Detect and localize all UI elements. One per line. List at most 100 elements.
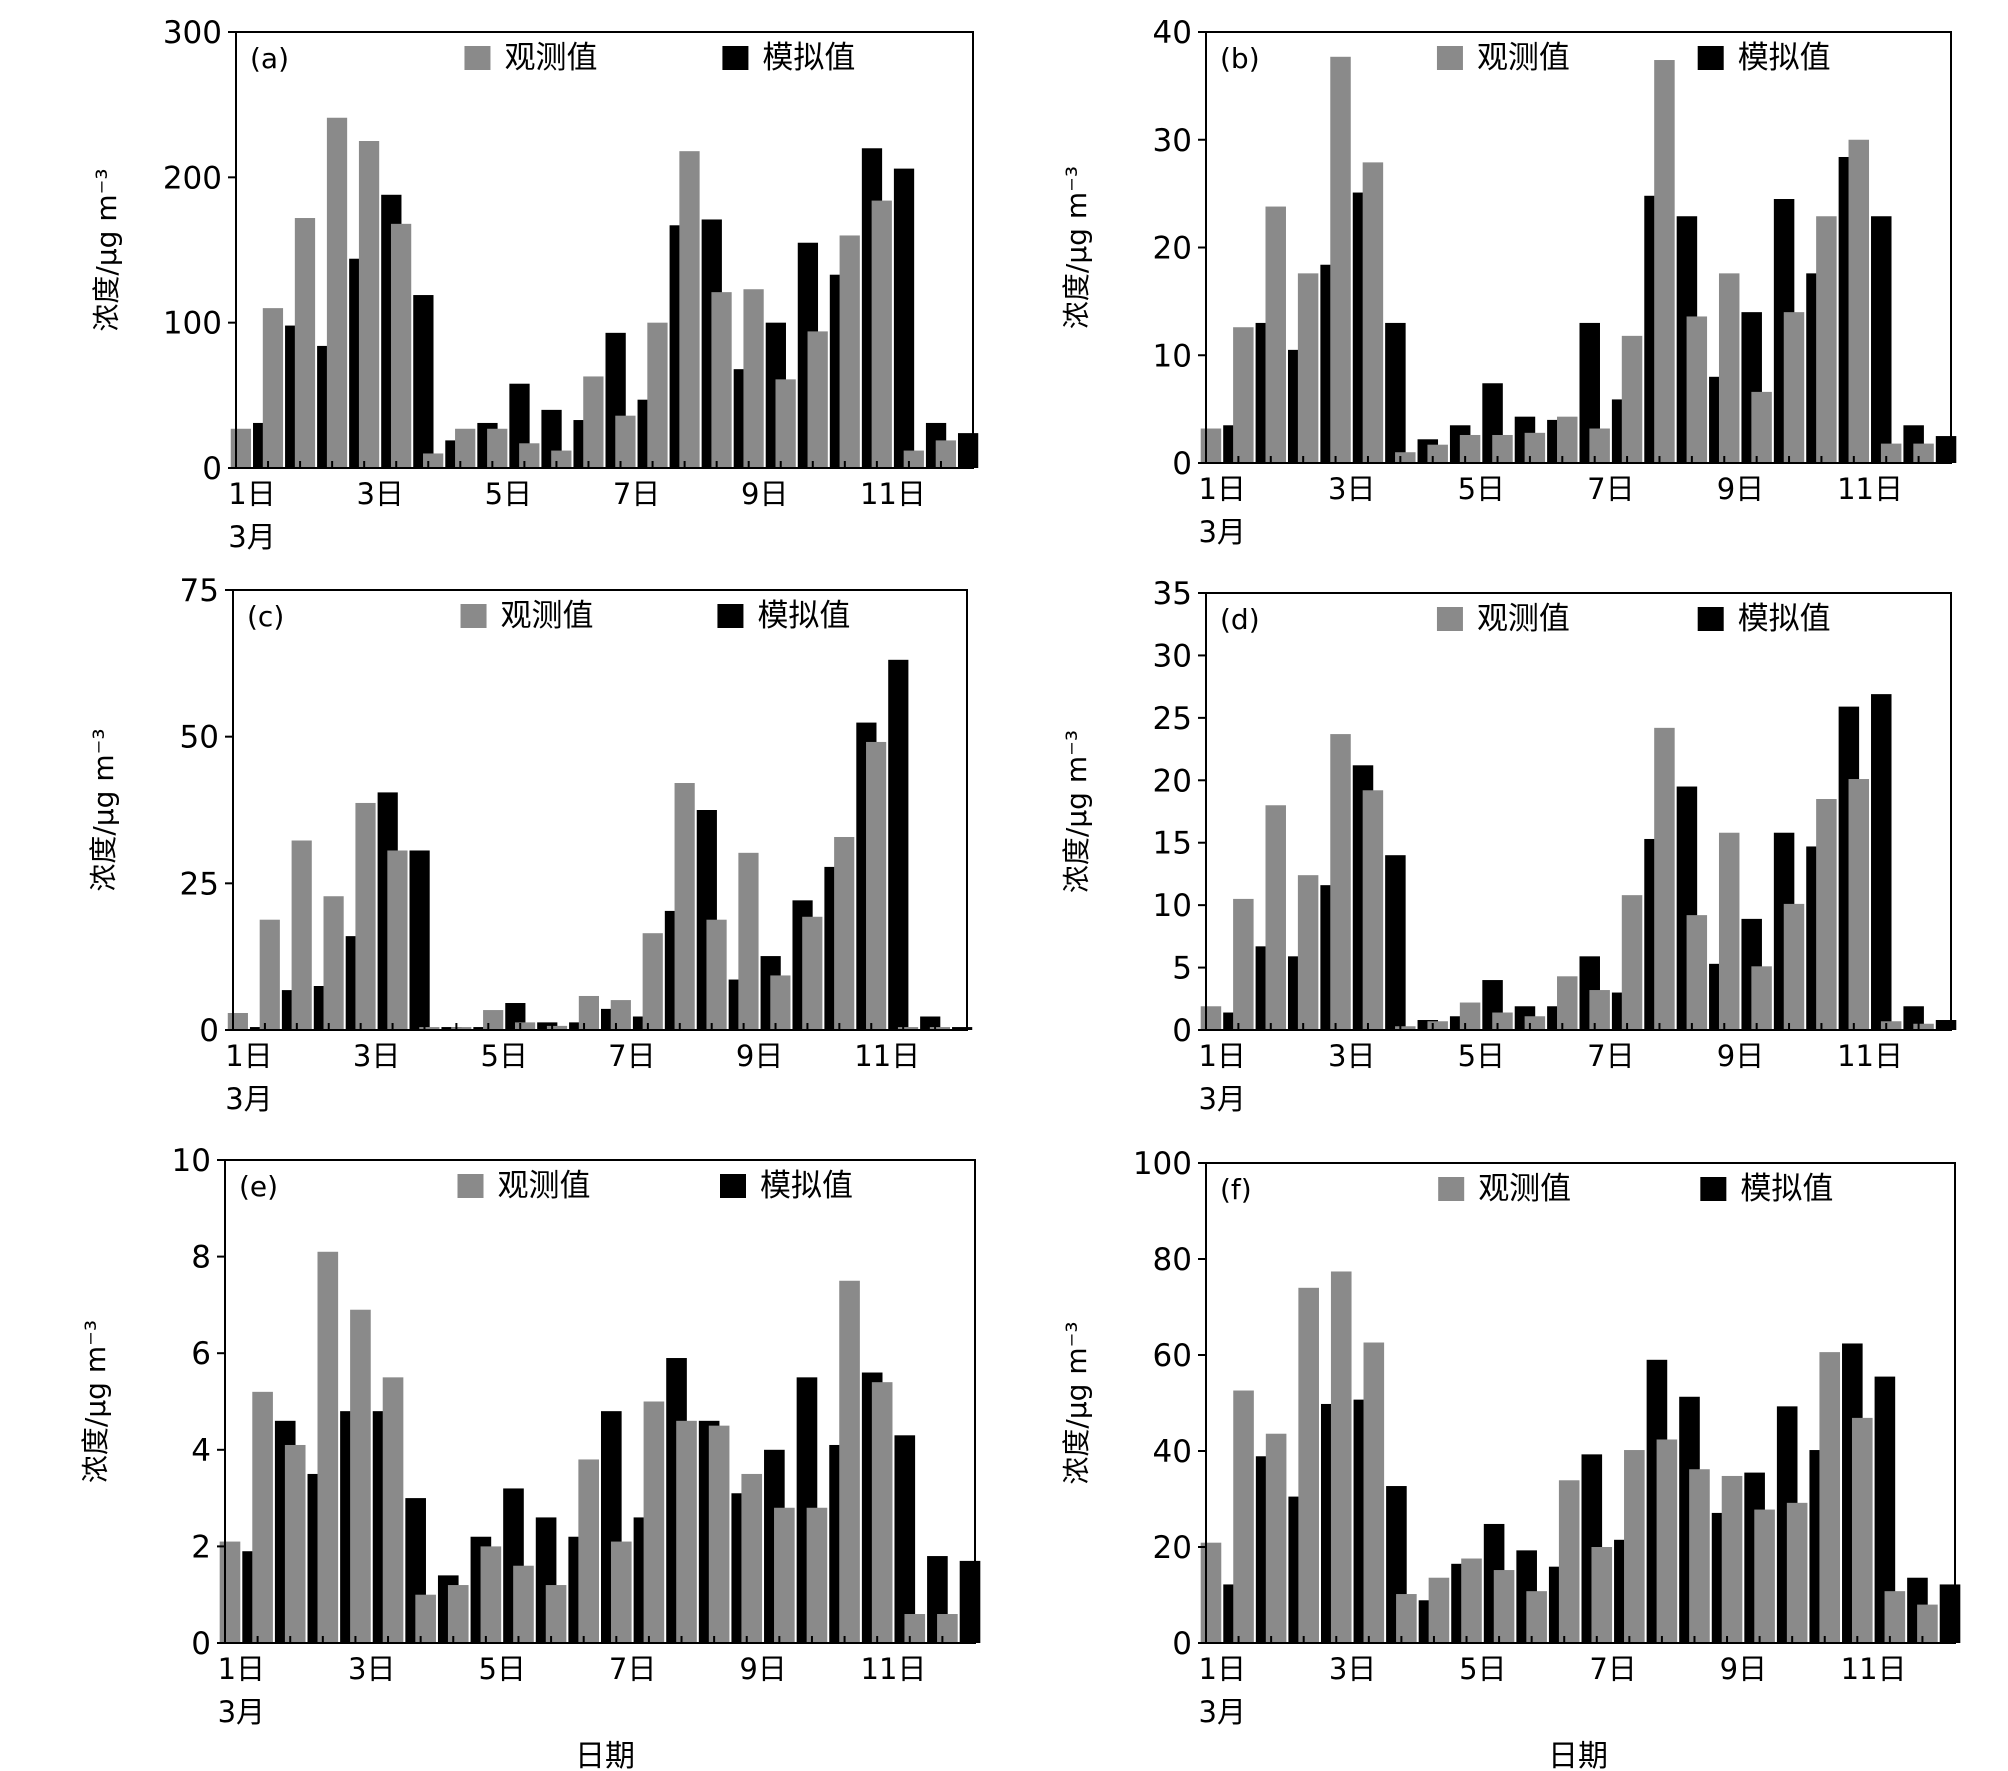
bar-simulated [957, 433, 979, 468]
legend-swatch-simulated [1697, 46, 1724, 70]
bar-observed [1461, 1558, 1482, 1643]
legend-swatch-observed [464, 46, 491, 70]
panel-label: (c) [247, 600, 284, 633]
y-axis-title: 浓度/μg m⁻³ [1060, 166, 1093, 329]
bar-simulated [413, 295, 434, 468]
bar-observed [423, 453, 444, 468]
bar-observed [610, 1541, 632, 1643]
legend-label-observed: 观测值 [1478, 1171, 1571, 1207]
legend-label-simulated: 模拟值 [1740, 1171, 1833, 1207]
bar-observed [1851, 1417, 1873, 1643]
bar-observed [1233, 898, 1254, 1030]
x-tick-label: 7日 [613, 477, 660, 511]
x-tick-label: 7日 [1589, 1652, 1636, 1686]
bar-observed [323, 896, 344, 1030]
x-tick-label: 11日 [860, 477, 926, 511]
x-tick-label: 1日 [218, 1652, 265, 1686]
bar-observed [935, 440, 956, 468]
y-tick-label: 20 [1153, 763, 1192, 799]
bar-observed [1200, 428, 1222, 463]
x-tick-label: 5日 [485, 477, 532, 511]
bar-observed [1884, 1591, 1906, 1643]
plot-frame [1205, 1162, 1956, 1644]
x-tick-label: 5日 [478, 1652, 525, 1686]
y-tick-label: 20 [1153, 231, 1192, 267]
y-tick-label: 0 [1172, 446, 1192, 482]
bar-simulated [1935, 436, 1957, 463]
bar-observed [1754, 1509, 1775, 1643]
y-tick-label: 200 [163, 160, 222, 196]
legend-swatch-observed [1438, 1177, 1465, 1201]
y-tick-label: 30 [1153, 638, 1192, 674]
bar-observed [1848, 779, 1870, 1030]
bar-simulated [893, 168, 915, 468]
bar-observed [230, 428, 252, 468]
bar-observed [1362, 162, 1384, 463]
x-tick-label: 5日 [1458, 1039, 1505, 1073]
bar-observed [1589, 990, 1610, 1030]
x-tick-label: 7日 [609, 1652, 656, 1686]
bar-observed [937, 1614, 958, 1643]
y-tick-label: 40 [1153, 1434, 1192, 1470]
x-tick-label: 3日 [356, 477, 403, 511]
bar-observed [1558, 1480, 1580, 1643]
bar-observed [1591, 1547, 1613, 1643]
legend-swatch-observed [1436, 46, 1463, 70]
bar-observed [1330, 1271, 1352, 1643]
x-tick-label: 7日 [608, 1039, 655, 1073]
bar-observed [583, 376, 604, 468]
x-tick-label: 3日 [348, 1652, 395, 1686]
bar-observed [1686, 915, 1708, 1030]
bar-observed [839, 1280, 860, 1643]
x-tick-label: 3日 [353, 1039, 400, 1073]
bar-observed [1751, 966, 1772, 1030]
bar-simulated [1935, 1020, 1957, 1030]
y-tick-label: 300 [163, 15, 222, 51]
bar-observed [350, 1309, 371, 1643]
month-label: 3月 [218, 1695, 265, 1729]
panel-label: (d) [1220, 603, 1260, 636]
month-label: 3月 [225, 1082, 272, 1116]
bar-observed [390, 223, 412, 468]
bar-observed [1330, 56, 1351, 463]
bar-observed [1557, 416, 1578, 463]
y-tick-label: 0 [199, 1013, 219, 1049]
bar-observed [1621, 895, 1643, 1030]
x-tick-label: 11日 [1837, 1039, 1903, 1073]
bar-observed [643, 1401, 665, 1643]
bar-observed [1786, 1502, 1808, 1643]
x-tick-label: 11日 [861, 1652, 927, 1686]
bar-observed [1621, 335, 1643, 463]
bar-observed [1819, 1352, 1841, 1643]
x-tick-label: 9日 [1717, 472, 1764, 506]
bar-observed [1427, 1021, 1448, 1030]
y-tick-label: 100 [1133, 1146, 1192, 1182]
x-tick-label: 9日 [739, 1652, 786, 1686]
legend-label-simulated: 模拟值 [760, 1168, 853, 1204]
panel-a: 0 100 200 300 1日 3日 5日 7日 9日 11日 3月 浓度/μg m⁻³ (a) 观测值… [90, 15, 979, 554]
bar-observed [1265, 1433, 1287, 1643]
x-tick-label: 11日 [1841, 1652, 1907, 1686]
y-tick-label: 15 [1153, 826, 1192, 862]
panel-b: 0 10 20 30 40 1日 3日 5日 7日 9日 11日 3月 浓度/μg m⁻³ (b) 观测值 模… [1060, 15, 1957, 549]
bar-observed [1686, 316, 1708, 463]
bar-simulated [1385, 855, 1406, 1030]
bar-observed [291, 840, 312, 1030]
legend-swatch-simulated [1697, 607, 1724, 631]
bar-observed [1233, 1390, 1254, 1643]
y-tick-label: 10 [172, 1143, 211, 1179]
bar-observed [1298, 1287, 1319, 1643]
bar-observed [1589, 428, 1610, 463]
bar-observed [1526, 1591, 1547, 1643]
y-tick-label: 20 [1153, 1530, 1192, 1566]
bar-observed [711, 292, 732, 468]
bar-observed [1200, 1542, 1222, 1643]
bar-observed [326, 117, 348, 468]
x-tick-label: 1日 [225, 1039, 272, 1073]
panel-label: (a) [250, 42, 289, 75]
x-tick-label: 5日 [1458, 472, 1505, 506]
y-axis-title: 浓度/μg m⁻³ [1060, 1321, 1093, 1484]
legend-swatch-simulated [720, 1174, 746, 1198]
bar-observed [513, 1565, 534, 1643]
